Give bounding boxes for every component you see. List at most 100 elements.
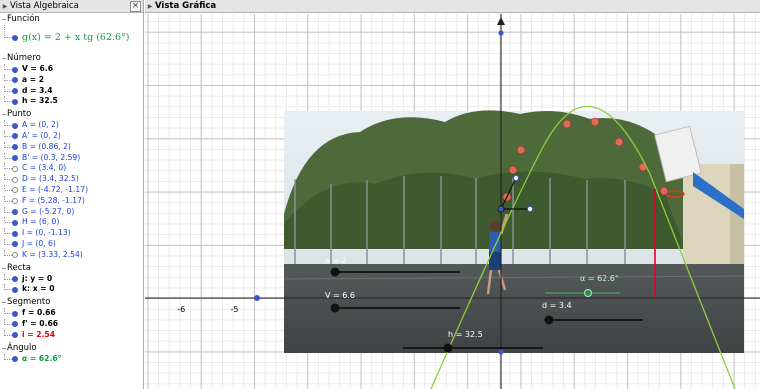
graphics-view-header: ▶ Vista Gráfica — [145, 0, 760, 13]
visible-toggle-icon[interactable] — [12, 219, 18, 226]
algebra-object-text: A = (0, 2) — [22, 120, 59, 130]
algebra-object-text: B' = (0.3, 2.59) — [22, 152, 81, 162]
algebra-object-text: d = 3.4 — [22, 85, 53, 95]
visible-toggle-icon[interactable] — [12, 241, 18, 248]
background-photo — [283, 110, 745, 353]
visible-toggle-icon[interactable] — [12, 356, 18, 363]
photo-trees-front — [284, 171, 685, 249]
visible-toggle-icon[interactable] — [12, 155, 18, 162]
algebra-object-row[interactable]: h = 32.5 — [0, 96, 143, 107]
slider-group: a = 2 V = 6.6 d = 3.4 h = 32.5 α = 62.6° — [325, 256, 643, 353]
visible-toggle-icon[interactable] — [12, 77, 18, 84]
category-punto[interactable]: Punto — [0, 109, 143, 120]
algebra-object-row[interactable]: A = (0, 2) — [0, 120, 143, 131]
algebra-object-row[interactable]: j: y = 0 — [0, 273, 143, 285]
visible-toggle-icon[interactable] — [12, 144, 18, 151]
visible-toggle-icon[interactable] — [12, 35, 18, 41]
visible-toggle-icon[interactable] — [12, 230, 18, 237]
category-funcion[interactable]: Función — [0, 14, 143, 25]
hidden-toggle-icon[interactable] — [12, 176, 18, 183]
algebra-object-text: H = (6, 0) — [22, 217, 60, 227]
hidden-toggle-icon[interactable] — [12, 187, 18, 194]
algebra-object-text: E = (-4.72, -1.17) — [22, 184, 89, 194]
point-a[interactable] — [497, 205, 505, 213]
algebra-view: ▶ Vista Algebraica × Función g(x) = 2 + x… — [0, 0, 144, 389]
algebra-object-row[interactable]: B' = (0.3, 2.59) — [0, 152, 143, 164]
x-tick-label: -5 — [231, 305, 239, 314]
photo-player — [486, 213, 509, 295]
visible-toggle-icon[interactable] — [12, 286, 18, 293]
visible-toggle-icon[interactable] — [12, 321, 18, 328]
category-numero[interactable]: Número — [0, 53, 143, 64]
algebra-object-text: G = (-5.27, 0) — [22, 206, 75, 216]
algebra-object-row[interactable]: g(x) = 2 + x tg (62.6°) — [0, 25, 143, 51]
visible-toggle-icon[interactable] — [12, 332, 18, 339]
category-recta[interactable]: Recta — [0, 263, 143, 274]
collapse-arrow-icon[interactable]: ▶ — [147, 2, 153, 10]
algebra-object-row[interactable]: V = 6.6 — [0, 64, 143, 75]
visible-toggle-icon[interactable] — [12, 122, 18, 129]
algebra-object-row[interactable]: C = (3.4, 0) — [0, 163, 143, 174]
algebra-object-row[interactable]: F = (5.28, -1.17) — [0, 195, 143, 207]
algebra-object-row[interactable]: K = (3.33, 2.54) — [0, 249, 143, 261]
visible-toggle-icon[interactable] — [12, 66, 18, 73]
graphics-canvas[interactable]: -7-6-56 a = 2V = 6.6d = 3.4h = 32.5α = 6… — [145, 14, 760, 389]
visible-toggle-icon[interactable] — [12, 209, 18, 216]
category-segmento[interactable]: Segmento — [0, 297, 143, 308]
algebra-object-row[interactable]: d = 3.4 — [0, 85, 143, 97]
slider-h-label: h = 32.5 — [448, 330, 483, 339]
algebra-object-row[interactable]: A' = (0, 2) — [0, 130, 143, 142]
algebra-object-row[interactable]: f' = 0.66 — [0, 318, 143, 330]
algebra-object-row[interactable]: i = 2.54 — [0, 329, 143, 341]
point-i[interactable] — [498, 349, 504, 355]
visible-toggle-icon[interactable] — [12, 310, 18, 317]
algebra-object-row[interactable]: I = (0, -1.13) — [0, 228, 143, 239]
slider-a-knob[interactable] — [330, 267, 340, 277]
slider-d-knob[interactable] — [544, 315, 554, 325]
algebra-object-text: K = (3.33, 2.54) — [22, 249, 83, 259]
graphics-view: ▶ Vista Gráfica — [145, 0, 760, 389]
algebra-object-row[interactable]: J = (0, 6) — [0, 238, 143, 250]
point-b[interactable] — [526, 205, 534, 213]
algebra-object-row[interactable]: D = (3.4, 32.5) — [0, 174, 143, 185]
category-angulo[interactable]: Ángulo — [0, 343, 143, 354]
algebra-object-text: a = 2 — [22, 74, 45, 84]
hidden-toggle-icon[interactable] — [12, 165, 18, 172]
algebra-object-row[interactable]: a = 2 — [0, 74, 143, 86]
parabola-curve[interactable] — [430, 105, 736, 389]
visible-toggle-icon[interactable] — [12, 98, 18, 105]
algebra-object-row[interactable]: α = 62.6° — [0, 353, 143, 365]
algebra-object-text: i = 2.54 — [22, 329, 55, 339]
algebra-object-text: A' = (0, 2) — [22, 130, 61, 140]
segment-f-prime[interactable] — [500, 177, 517, 210]
point-g[interactable] — [254, 295, 260, 301]
axis-tick-labels: -7-6-56 — [177, 305, 239, 314]
algebra-object-row[interactable]: H = (6, 0) — [0, 217, 143, 228]
algebra-object-row[interactable]: E = (-4.72, -1.17) — [0, 184, 143, 196]
algebra-object-row[interactable]: k: x = 0 — [0, 284, 143, 295]
algebra-object-text: j: y = 0 — [22, 273, 53, 283]
slider-h-knob[interactable] — [443, 343, 453, 353]
graphics-view-title: Vista Gráfica — [155, 1, 217, 11]
hidden-toggle-icon[interactable] — [12, 198, 18, 205]
algebra-object-row[interactable]: G = (-5.27, 0) — [0, 206, 143, 218]
close-view-button[interactable]: × — [130, 0, 141, 12]
algebra-view-title: Vista Algebraica — [10, 1, 79, 11]
hidden-toggle-icon[interactable] — [12, 252, 18, 259]
photo-fence — [294, 176, 626, 274]
point-b-prime[interactable] — [512, 174, 520, 182]
algebra-object-text: α = 62.6° — [22, 353, 62, 363]
slider-v-knob[interactable] — [330, 303, 340, 313]
point-j[interactable] — [498, 30, 504, 36]
algebra-object-text: h = 32.5 — [22, 96, 58, 106]
collapse-arrow-icon[interactable]: ▶ — [2, 2, 8, 10]
visible-toggle-icon[interactable] — [12, 88, 18, 95]
algebra-object-text: F = (5.28, -1.17) — [22, 195, 85, 205]
algebra-object-text: f = 0.66 — [22, 308, 56, 318]
algebra-object-row[interactable]: B = (0.86, 2) — [0, 141, 143, 153]
algebra-object-row[interactable]: f = 0.66 — [0, 308, 143, 319]
visible-toggle-icon[interactable] — [12, 133, 18, 140]
slider-a-label: a = 2 — [325, 256, 347, 265]
visible-toggle-icon[interactable] — [12, 276, 18, 283]
slider-alpha-knob[interactable] — [584, 289, 592, 297]
